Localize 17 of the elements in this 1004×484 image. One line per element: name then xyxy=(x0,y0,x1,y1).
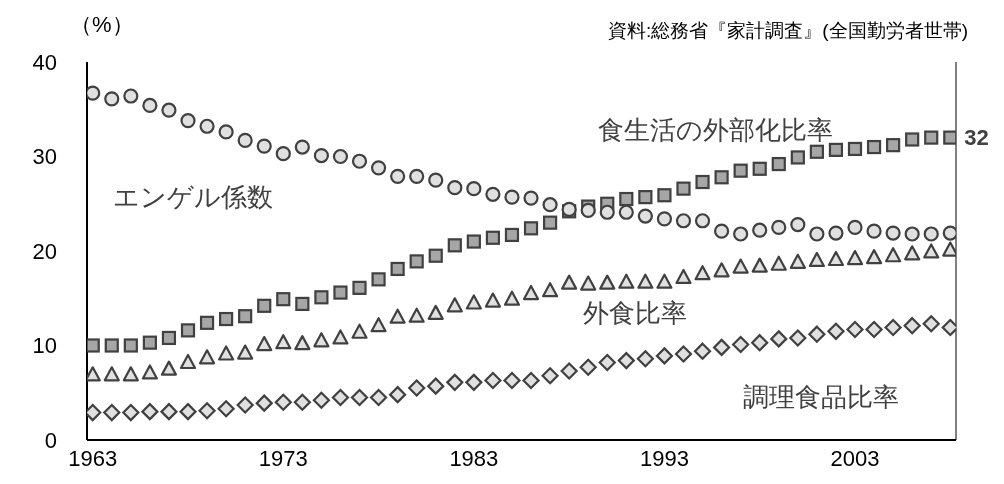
x-tick-label: 1993 xyxy=(639,445,689,471)
y-tick-label: 20 xyxy=(32,238,57,264)
series-label: 食生活の外部化比率 xyxy=(598,114,833,147)
x-tick-label: 2003 xyxy=(830,445,880,471)
x-tick-label: 1983 xyxy=(449,445,499,471)
series-label: エンゲル係数 xyxy=(113,181,273,214)
series-label: 外食比率 xyxy=(583,297,687,330)
x-tick-label: 1973 xyxy=(258,445,308,471)
y-tick-label: 30 xyxy=(32,144,57,170)
y-tick-label: 0 xyxy=(44,427,57,453)
y-axis-title: （%） xyxy=(70,11,134,39)
text: 資料:総務省『家計調査』(全国勤労者世帯) xyxy=(608,19,968,43)
data-label: 32 xyxy=(964,125,989,151)
y-tick-label: 10 xyxy=(32,333,57,359)
series-label: 調理食品比率 xyxy=(743,381,899,414)
x-tick-label: 1963 xyxy=(68,445,118,471)
y-tick-label: 40 xyxy=(32,49,57,75)
